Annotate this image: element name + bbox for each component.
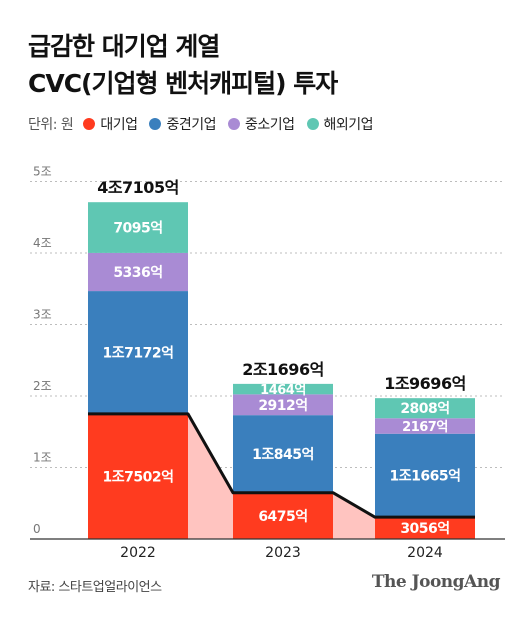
bar-foreign-2023 bbox=[233, 383, 333, 395]
legend-item-foreign: 해외기업 bbox=[306, 114, 374, 134]
data-label-foreign-2022: 7095억 bbox=[113, 221, 162, 237]
total-label-2022: 4조7105억 bbox=[97, 178, 179, 197]
large-enterprise-trend-line bbox=[88, 412, 475, 519]
y-tick-label-1: 1조 bbox=[33, 451, 52, 465]
bar-midsize-2023 bbox=[233, 415, 333, 493]
legend-item-midsize: 중견기업 bbox=[149, 114, 216, 134]
bar-large-2022 bbox=[88, 413, 188, 539]
legend-label-small: 중소기업 bbox=[244, 117, 295, 133]
legend-label-midsize: 중견기업 bbox=[166, 117, 216, 133]
data-label-large-2022: 1조7502억 bbox=[103, 469, 174, 485]
bar-small-2024 bbox=[375, 418, 475, 434]
data-label-large-2024: 3056억 bbox=[400, 521, 449, 537]
bar-small-2023 bbox=[233, 394, 333, 416]
y-tick-label-3: 3조 bbox=[33, 308, 52, 322]
legend-dot-small bbox=[227, 118, 240, 130]
bar-large-2024 bbox=[375, 517, 475, 539]
legend-dot-foreign bbox=[306, 118, 319, 130]
bar-small-2022 bbox=[88, 252, 188, 292]
source-note: 자료: 스타트업얼라이언스 bbox=[28, 580, 162, 595]
data-label-large-2023: 6475억 bbox=[258, 509, 307, 525]
y-tick-label-4: 4조 bbox=[33, 236, 52, 250]
decline-shade-area bbox=[188, 413, 375, 539]
data-label-small-2022: 5336억 bbox=[113, 265, 162, 281]
x-tick-label-2024: 2024 bbox=[407, 545, 443, 561]
legend-item-large: 대기업 bbox=[83, 114, 138, 134]
legend-dot-midsize bbox=[149, 118, 162, 130]
bar-foreign-2022 bbox=[88, 202, 188, 253]
legend-dot-large bbox=[83, 118, 96, 130]
bar-large-2023 bbox=[233, 492, 333, 539]
bar-foreign-2024 bbox=[375, 398, 475, 419]
y-tick-label-2: 2조 bbox=[33, 379, 52, 393]
title-line-2: CVC(기업형 벤처캐피털) 투자 bbox=[28, 69, 338, 98]
data-label-midsize-2024: 1조1665억 bbox=[390, 468, 461, 484]
total-label-2023: 2조1696억 bbox=[242, 360, 324, 379]
title-line-1: 급감한 대기업 계열 bbox=[28, 32, 220, 61]
legend-label-large: 대기업 bbox=[100, 117, 138, 133]
x-tick-label-2023: 2023 bbox=[265, 545, 301, 561]
unit-label: 단위: 원 bbox=[28, 117, 74, 133]
x-tick-label-2022: 2022 bbox=[120, 545, 156, 561]
y-tick-label-5: 5조 bbox=[33, 165, 52, 179]
data-label-small-2023: 2912억 bbox=[258, 398, 307, 414]
legend: 단위: 원 대기업 중견기업 중소기업 해외기업 bbox=[28, 114, 385, 134]
chart-title: 급감한 대기업 계열 CVC(기업형 벤처캐피털) 투자 bbox=[28, 28, 338, 102]
y-tick-label-0: 0 bbox=[33, 522, 41, 536]
data-label-midsize-2022: 1조7172억 bbox=[103, 345, 174, 361]
brand-logo: The JoongAng bbox=[371, 572, 501, 592]
data-label-foreign-2023: 1464억 bbox=[260, 383, 306, 398]
total-label-2024: 1조9696억 bbox=[384, 374, 466, 393]
data-label-small-2024: 2167억 bbox=[402, 420, 448, 435]
legend-label-foreign: 해외기업 bbox=[323, 117, 374, 133]
data-label-midsize-2023: 1조845억 bbox=[252, 447, 314, 463]
legend-item-small: 중소기업 bbox=[227, 114, 295, 134]
bar-midsize-2022 bbox=[88, 291, 188, 414]
data-label-foreign-2024: 2808억 bbox=[400, 401, 449, 417]
bar-midsize-2024 bbox=[375, 433, 475, 518]
